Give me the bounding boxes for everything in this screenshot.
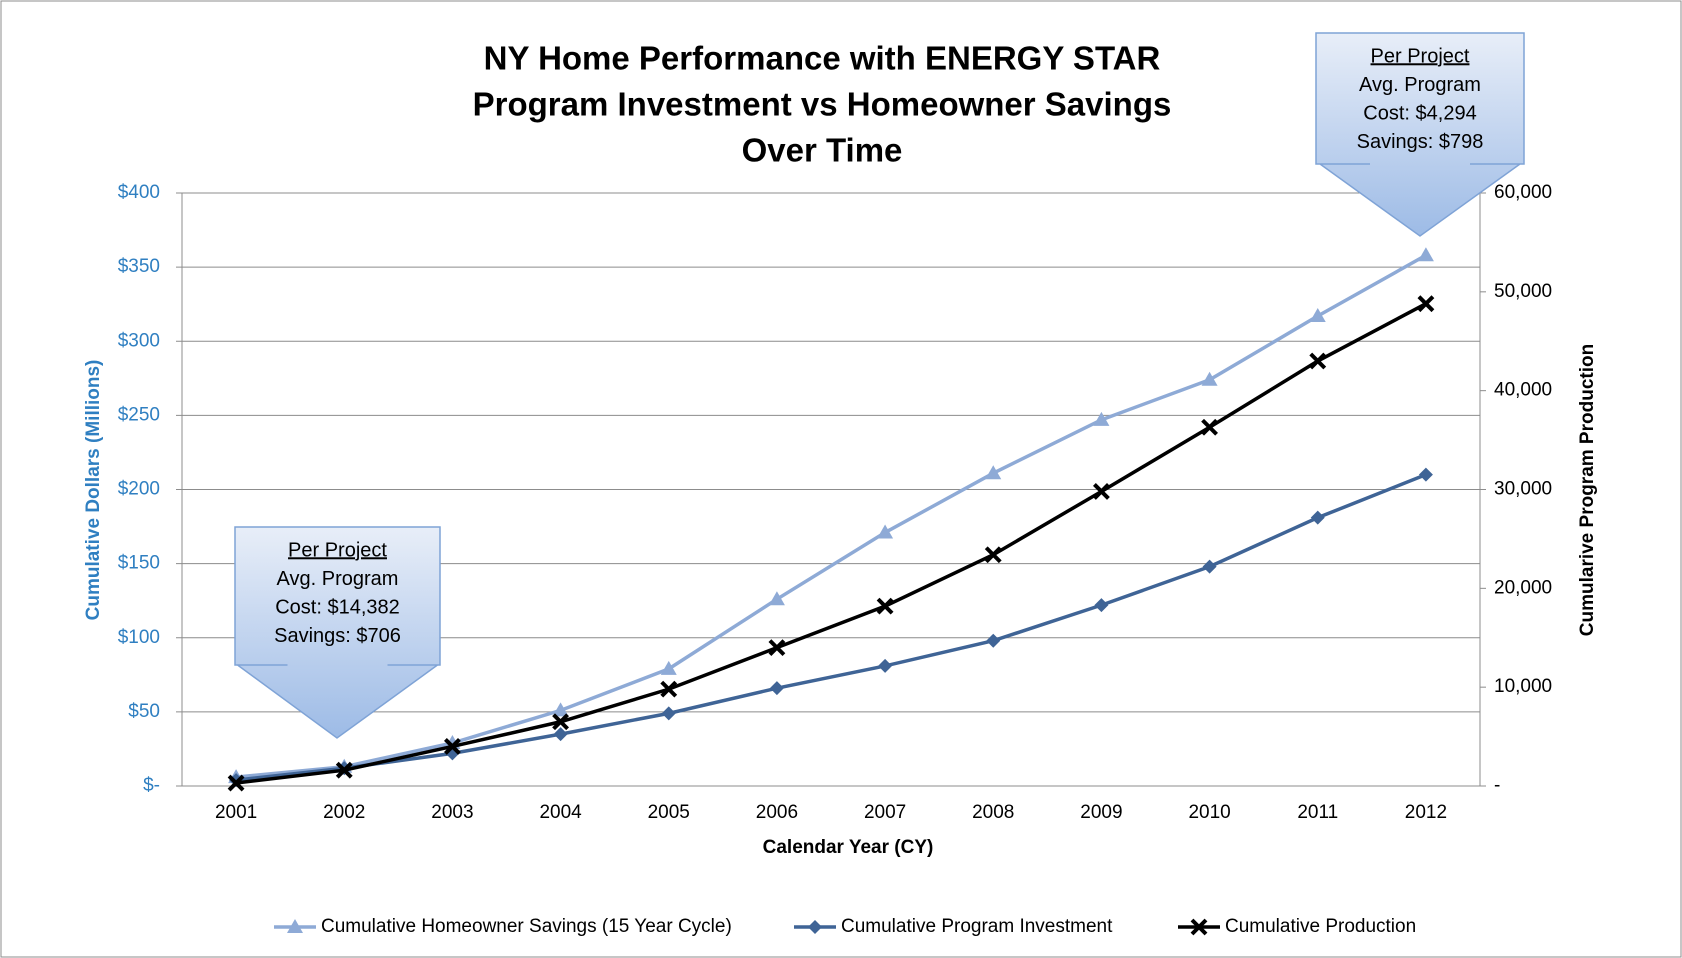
marker [1418,467,1433,482]
marker [552,713,569,731]
callout: Per Project Avg. Program Cost: $14,382 Savi… [234,526,441,739]
x-tick-label: 2008 [972,802,1014,823]
y-tick-label: $400 [118,182,160,203]
marker [1309,352,1327,370]
marker [1094,598,1109,613]
marker [769,681,784,696]
marker [661,706,676,721]
marker [1309,308,1326,323]
marker [227,774,245,792]
marker [1202,559,1217,574]
marker [876,597,894,615]
marker [552,702,569,717]
marker [878,658,893,673]
marker [808,920,822,934]
callout-text: Per Project [288,539,387,561]
callout: Per Project Avg. Program Cost: $4,294 Savin… [1315,32,1525,237]
marker [985,465,1002,480]
x-tick-label: 2007 [864,802,906,823]
marker [553,727,568,742]
y-tick-label: $50 [128,701,160,722]
y2-tick-label: 50,000 [1494,281,1552,302]
series-line [235,302,1427,785]
marker [768,639,786,657]
marker [877,524,894,539]
y-tick-label: $100 [118,627,160,648]
y2-tick-label: 10,000 [1494,676,1552,697]
callout-text: Savings: $706 [274,625,401,647]
marker [287,919,303,933]
marker [660,660,677,675]
chart-title: Over Time [742,132,903,169]
series-line [235,473,1427,782]
callout-text: Avg. Program [277,568,399,590]
legend-label: Cumulative Production [1225,916,1416,937]
y-tick-label: $- [143,775,160,796]
x-tick-label: 2006 [756,802,798,823]
x-tick-label: 2009 [1080,802,1122,823]
y2-tick-label: 30,000 [1494,479,1552,500]
marker [444,738,461,755]
x-tick-label: 2002 [323,802,365,823]
x-tick-label: 2010 [1188,802,1230,823]
callout-shape [234,526,441,739]
y-tick-label: $200 [118,479,160,500]
x-tick-label: 2004 [539,802,582,823]
marker [768,591,785,606]
y-tick-label: $250 [118,404,160,425]
marker [1093,483,1110,500]
callout-text: Avg. Program [1359,74,1481,96]
marker [1093,411,1110,426]
callout-text: Cost: $14,382 [275,596,400,618]
marker [1201,371,1218,386]
chart-title: Program Investment vs Homeowner Savings [473,86,1172,123]
y2-axis-label: Cumularive Program Production [1577,344,1598,636]
marker [1417,247,1434,262]
legend-label: Cumulative Homeowner Savings (15 Year Cy… [321,916,732,937]
x-axis-label: Calendar Year (CY) [763,837,934,858]
y-tick-label: $350 [118,256,160,277]
series-line [235,253,1427,779]
marker [1201,418,1218,436]
marker [986,633,1001,648]
callout-shape [1315,32,1525,237]
x-tick-label: 2011 [1297,802,1338,823]
y2-tick-label: - [1494,775,1500,796]
marker [660,680,678,698]
x-tick-label: 2001 [215,802,257,823]
x-tick-label: 2005 [648,802,690,823]
y-tick-label: $150 [118,553,160,574]
legend-label: Cumulative Program Investment [841,916,1113,937]
y2-tick-label: 40,000 [1494,380,1552,401]
marker [1190,918,1208,936]
chart-title: NY Home Performance with ENERGY STAR [484,40,1161,77]
marker [1310,510,1325,525]
callout-text: Savings: $798 [1357,131,1484,153]
y2-tick-label: 20,000 [1494,577,1552,598]
marker [1417,295,1435,313]
callout-text: Per Project [1371,45,1470,67]
marker [335,761,353,779]
callout-text: Cost: $4,294 [1363,102,1476,124]
y-tick-label: $300 [118,330,160,351]
x-tick-label: 2012 [1405,802,1447,823]
x-tick-label: 2003 [431,802,473,823]
y-axis-label: Cumulative Dollars (Millions) [83,360,104,621]
y2-tick-label: 60,000 [1494,182,1552,203]
marker [984,546,1002,564]
